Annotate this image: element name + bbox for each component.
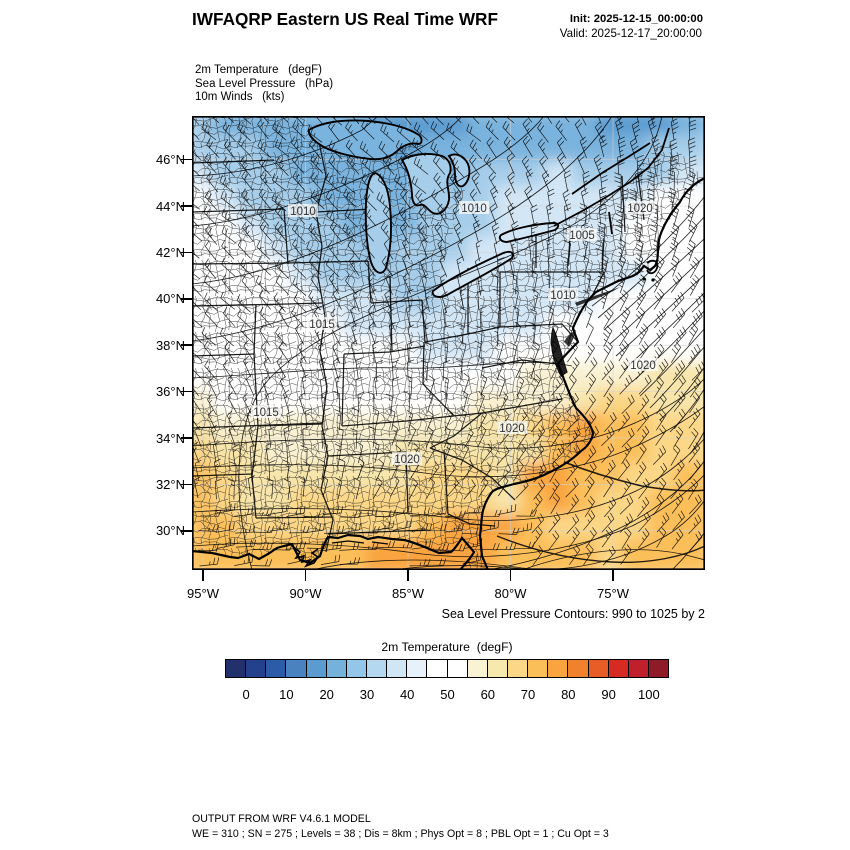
svg-text:1005: 1005 [569, 230, 595, 242]
svg-text:1020: 1020 [394, 454, 420, 466]
svg-text:1015: 1015 [309, 319, 335, 331]
svg-text:1010: 1010 [290, 206, 316, 218]
svg-text:1010: 1010 [461, 203, 487, 215]
svg-text:1020: 1020 [630, 360, 656, 372]
svg-text:1015: 1015 [253, 407, 279, 419]
svg-text:1010: 1010 [550, 290, 576, 302]
svg-text:1020: 1020 [627, 203, 653, 215]
svg-text:1020: 1020 [499, 423, 525, 435]
